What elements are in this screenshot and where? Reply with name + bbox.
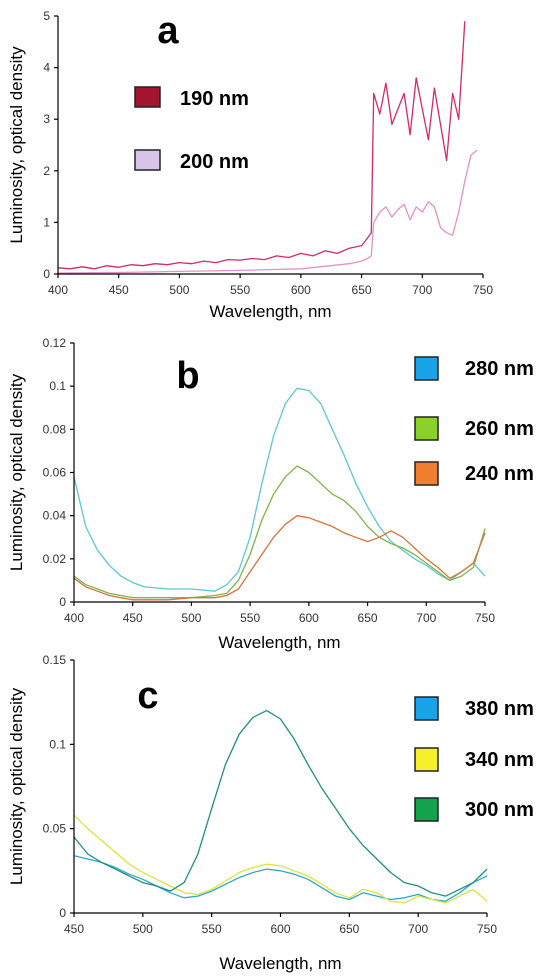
chart-c-y-tick-label: 0: [59, 906, 66, 920]
chart-c-series-line-1: [73, 855, 488, 902]
chart-b-x-tick-label: 550: [240, 611, 260, 625]
chart-c-y-tick-label: 0.1: [49, 737, 66, 751]
chart-c-x-tick-label: 450: [64, 922, 84, 936]
chart-b-series-line-2: [73, 465, 486, 599]
chart-a-panel-letter: a: [157, 10, 179, 52]
chart-a-x-tick-label: 650: [352, 283, 372, 297]
chart-b-y-tick-label: 0: [59, 595, 66, 609]
chart-a-y-axis-title: Luminosity, optical density: [7, 46, 26, 244]
chart-a-y-tick-label: 5: [43, 9, 50, 23]
chart-c-y-axis-title: Luminosity, optical density: [7, 687, 26, 885]
chart-a-legend-swatch-1: [134, 86, 161, 108]
chart-a-x-tick-label: 750: [473, 283, 493, 297]
chart-b-y-tick-label: 0.08: [43, 422, 67, 436]
chart-a-legend-swatch-2: [134, 149, 161, 171]
chart-b-y-tick-label: 0.04: [43, 509, 67, 523]
chart-b-series-line-3: [73, 515, 486, 601]
chart-c-x-tick-label: 750: [477, 922, 497, 936]
chart-b-legend-label-1: 280 nm: [465, 358, 534, 380]
chart-b-x-axis-title: Wavelength, nm: [218, 633, 340, 652]
chart-c-y-tick-label: 0.15: [43, 653, 67, 667]
chart-b-x-tick-label: 750: [475, 611, 495, 625]
chart-a-x-tick-label: 450: [109, 283, 129, 297]
chart-a-x-tick-label: 700: [412, 283, 432, 297]
chart-b-legend-label-2: 260 nm: [465, 418, 534, 440]
chart-b-panel-letter: b: [176, 355, 199, 397]
chart-a-y-tick-label: 4: [43, 61, 50, 75]
chart-c-panel-letter: c: [137, 675, 158, 717]
chart-c-y-tick-label: 0.05: [43, 822, 67, 836]
chart-c-x-tick-label: 500: [133, 922, 153, 936]
chart-a-y-tick-label: 1: [43, 215, 50, 229]
chart-c-x-axis-title: Wavelength, nm: [219, 954, 341, 973]
chart-b-x-tick-label: 400: [64, 611, 84, 625]
chart-b-x-tick-label: 600: [299, 611, 319, 625]
chart-a-legend-label-2: 200 nm: [180, 151, 249, 173]
chart-c-legend-swatch-1: [414, 696, 439, 721]
chart-a-legend-label-1: 190 nm: [180, 88, 249, 110]
chart-c-series-line-2: [73, 814, 488, 904]
chart-b-y-tick-label: 0.1: [49, 379, 66, 393]
chart-b-x-tick-label: 650: [358, 611, 378, 625]
chart-b-series-line-1: [73, 387, 486, 592]
chart-b-y-tick-label: 0.12: [43, 336, 67, 350]
chart-a-x-tick-label: 500: [169, 283, 189, 297]
chart-c-legend-label-2: 340 nm: [465, 749, 534, 771]
chart-c-x-tick-label: 550: [202, 922, 222, 936]
chart-b-legend-swatch-1: [414, 356, 439, 381]
chart-a-y-tick-label: 3: [43, 112, 50, 126]
chart-b-y-axis-title: Luminosity, optical density: [7, 373, 26, 571]
chart-c-x-tick-label: 650: [339, 922, 359, 936]
chart-b-y-tick-label: 0.06: [43, 466, 67, 480]
chart-a-series-line-2: [57, 149, 478, 274]
chart-c-x-tick-label: 600: [270, 922, 290, 936]
chart-c-legend-label-1: 380 nm: [465, 698, 534, 720]
chart-c-legend-label-3: 300 nm: [465, 799, 534, 821]
chart-a-y-tick-label: 0: [43, 267, 50, 281]
chart-a-x-axis-title: Wavelength, nm: [209, 302, 331, 321]
chart-b-x-tick-label: 500: [181, 611, 201, 625]
chart-c-x-tick-label: 700: [408, 922, 428, 936]
chart-c-legend-swatch-2: [414, 747, 439, 772]
chart-a-x-tick-label: 550: [230, 283, 250, 297]
chart-a-y-tick-label: 2: [43, 164, 50, 178]
chart-b-x-tick-label: 450: [123, 611, 143, 625]
chart-a-x-tick-label: 600: [291, 283, 311, 297]
chart-b-x-tick-label: 700: [416, 611, 436, 625]
chart-c-legend-swatch-3: [414, 797, 439, 822]
chart-b-legend-swatch-2: [414, 416, 439, 441]
chart-a-x-tick-label: 400: [48, 283, 68, 297]
chart-a-series-line-1: [57, 21, 466, 270]
chart-b-legend-label-3: 240 nm: [465, 463, 534, 485]
chart-c-series-line-3: [73, 709, 488, 897]
chart-b-legend-swatch-3: [414, 461, 439, 486]
chart-b-y-tick-label: 0.02: [43, 552, 67, 566]
